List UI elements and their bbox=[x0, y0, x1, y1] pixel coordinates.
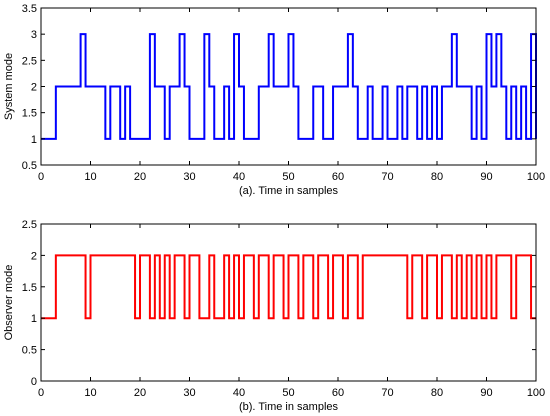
top-series-line-0 bbox=[41, 33, 537, 140]
bottom-x-tick-label-4: 40 bbox=[233, 387, 245, 399]
bottom-x-tick-label-0: 0 bbox=[38, 387, 44, 399]
top-x-tick-label-0: 0 bbox=[38, 171, 44, 183]
bottom-x-tick-label-1: 10 bbox=[84, 387, 96, 399]
bottom-x-tick-label-5: 50 bbox=[282, 387, 294, 399]
top-x-tick-label-9: 90 bbox=[480, 171, 492, 183]
top-y-tick-label-2: 1.5 bbox=[22, 108, 37, 120]
bottom-series-line-0 bbox=[41, 254, 536, 320]
top-y-tick-label-3: 2 bbox=[31, 82, 37, 94]
top-x-tick-label-6: 60 bbox=[332, 171, 344, 183]
bottom-x-tick-label-9: 90 bbox=[480, 387, 492, 399]
bottom-y-tick-label-4: 2 bbox=[31, 250, 37, 262]
bottom-y-tick-label-2: 1 bbox=[31, 313, 37, 325]
top-y-tick-label-1: 1 bbox=[31, 134, 37, 146]
bottom-y-axis-label: Observer mode bbox=[3, 265, 15, 341]
top-x-tick-label-5: 50 bbox=[282, 171, 294, 183]
bottom-y-tick-label-3: 1.5 bbox=[22, 282, 37, 294]
top-x-tick-label-3: 30 bbox=[183, 171, 195, 183]
bottom-x-axis-label: (b). Time in samples bbox=[239, 401, 339, 413]
top-x-tick-label-1: 10 bbox=[84, 171, 96, 183]
top-x-axis-label: (a). Time in samples bbox=[239, 185, 339, 197]
top-y-axis-label: System mode bbox=[3, 53, 15, 120]
top-x-tick-label-7: 70 bbox=[381, 171, 393, 183]
bottom-x-tick-label-10: 100 bbox=[527, 387, 545, 399]
bottom-x-tick-label-6: 60 bbox=[332, 387, 344, 399]
top-x-tick-label-4: 40 bbox=[233, 171, 245, 183]
bottom-x-tick-label-2: 20 bbox=[134, 387, 146, 399]
bottom-x-tick-label-8: 80 bbox=[431, 387, 443, 399]
bottom-y-tick-label-1: 0.5 bbox=[22, 345, 37, 357]
bottom-y-tick-label-5: 2.5 bbox=[22, 219, 37, 231]
top-y-tick-label-6: 3.5 bbox=[22, 3, 37, 15]
top-y-tick-label-0: 0.5 bbox=[22, 160, 37, 172]
top-y-tick-label-5: 3 bbox=[31, 29, 37, 41]
top-x-tick-label-8: 80 bbox=[431, 171, 443, 183]
top-x-tick-label-2: 20 bbox=[134, 171, 146, 183]
bottom-x-tick-label-7: 70 bbox=[381, 387, 393, 399]
bottom-y-tick-label-0: 0 bbox=[31, 376, 37, 388]
top-y-tick-label-4: 2.5 bbox=[22, 55, 37, 67]
bottom-x-tick-label-3: 30 bbox=[183, 387, 195, 399]
top-x-tick-label-10: 100 bbox=[527, 171, 545, 183]
